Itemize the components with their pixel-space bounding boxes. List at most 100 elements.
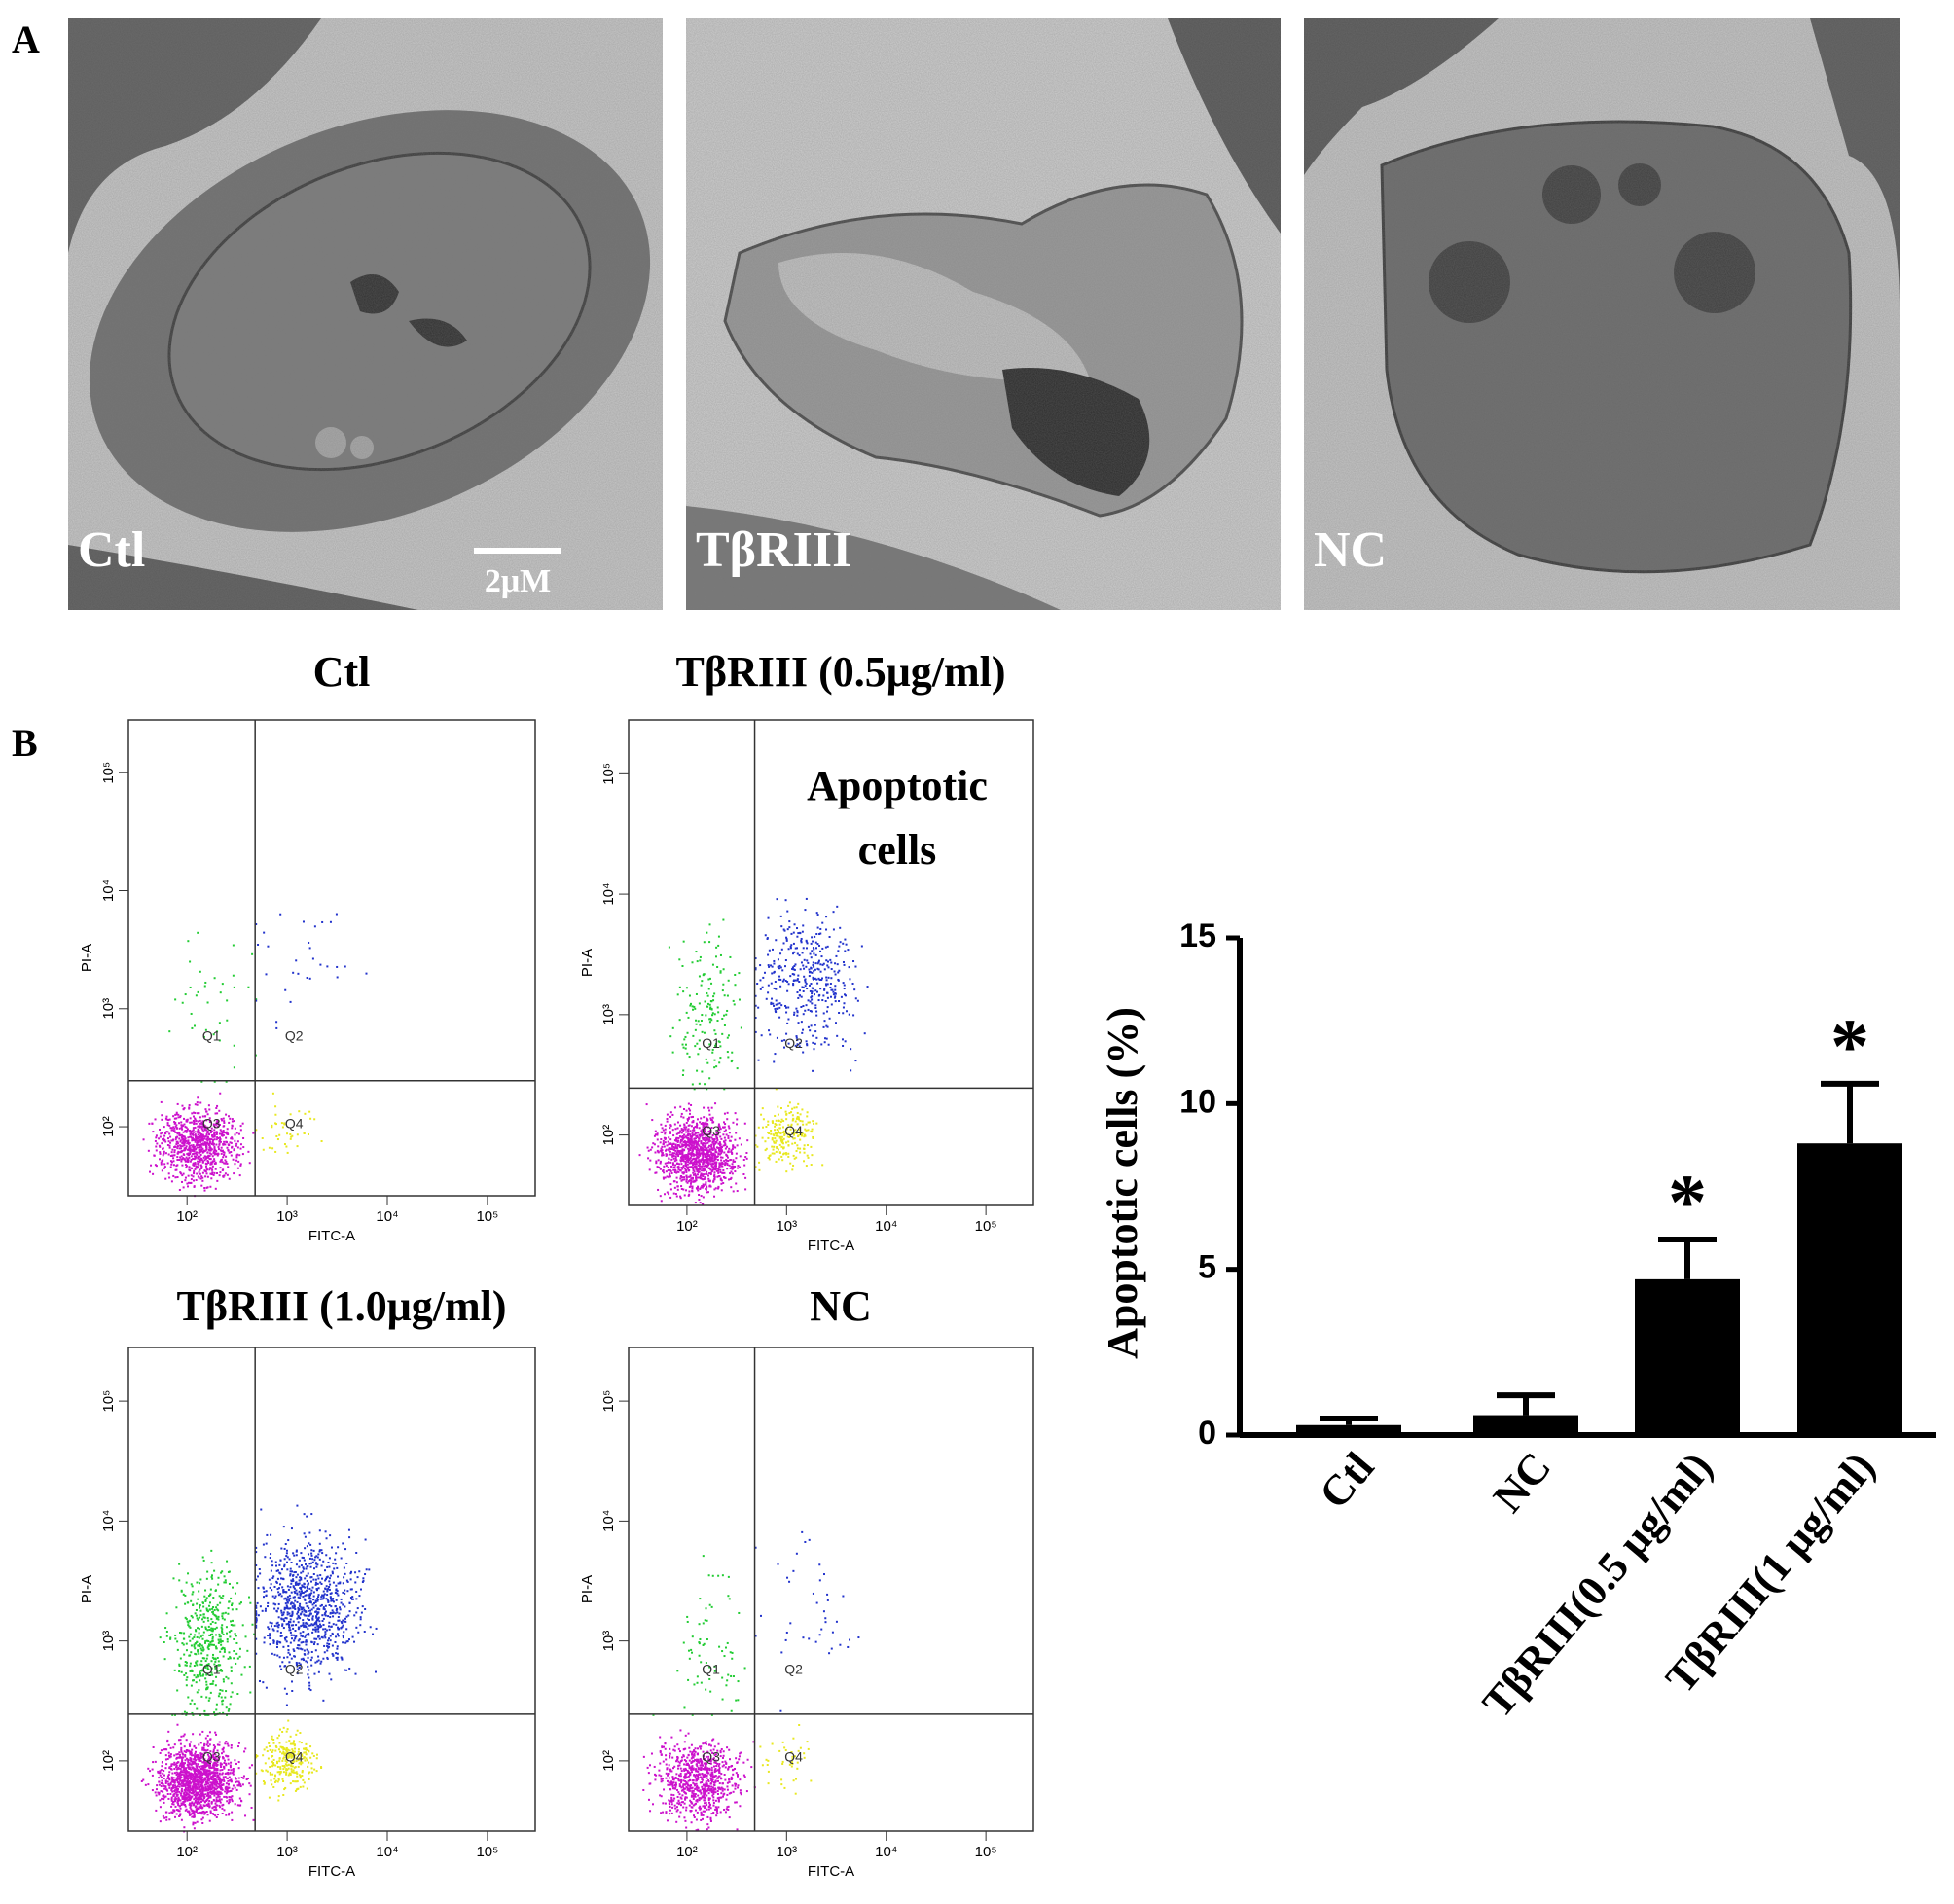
event-dot [208,1697,211,1700]
event-dot [207,1645,210,1648]
event-dot [715,1132,718,1134]
event-dot [701,1134,704,1137]
event-dot [232,1624,235,1627]
event-dot [840,995,843,998]
event-dot [793,968,796,971]
event-dot [188,1156,191,1159]
event-dot [219,1689,222,1692]
event-dot [764,1149,767,1152]
event-dot [220,1696,223,1699]
event-dot [177,1767,180,1770]
event-dot [231,1811,234,1814]
event-dot [662,1129,665,1132]
event-dot [214,1628,217,1631]
event-dot [275,1641,278,1644]
event-dot [680,1150,683,1153]
event-dot [201,1674,204,1677]
event-dot [353,1614,356,1617]
event-dot [295,959,298,962]
event-dot [691,1083,694,1086]
event-dot [768,949,771,952]
event-dot [303,1613,306,1616]
event-dot [826,1025,829,1028]
event-dot [726,1168,729,1170]
event-dot [255,1563,258,1566]
event-dot [227,1779,230,1782]
event-dot [313,1637,316,1640]
event-dot [682,1130,685,1132]
event-dot [649,1159,652,1162]
event-dot [206,1186,209,1189]
event-dot [168,1124,171,1127]
event-dot [710,1164,713,1167]
event-dot [674,1143,677,1146]
event-dot [800,939,803,942]
event-dot [200,1813,203,1815]
event-dot [290,1591,293,1594]
event-dot [173,1781,176,1784]
event-dot [166,1775,169,1778]
event-dot [694,1202,697,1204]
event-dot [804,1134,807,1137]
event-dot [679,1130,682,1132]
event-dot [692,1140,695,1143]
event-dot [822,1025,825,1028]
event-dot [185,1581,188,1584]
event-dot [315,1616,318,1619]
event-dot [300,1641,303,1644]
event-dot [678,986,681,988]
event-dot [280,1577,283,1580]
event-dot [285,1555,288,1558]
event-dot [356,1576,359,1579]
event-dot [210,1574,213,1577]
event-dot [754,1144,757,1147]
event-dot [696,1168,699,1171]
event-dot [282,1611,285,1614]
event-dot [726,1164,729,1167]
event-dot [705,1153,707,1156]
event-dot [699,1187,702,1190]
event-dot [728,1147,731,1150]
event-dot [704,1176,706,1179]
event-dot [292,1586,295,1589]
event-dot [184,1179,187,1182]
event-dot [160,1100,163,1103]
event-dot [699,1146,702,1149]
event-dot [180,1670,183,1673]
event-dot [310,1580,313,1583]
event-dot [723,1121,726,1124]
event-dot [309,1609,312,1612]
event-dot [203,985,206,988]
event-dot [199,1604,201,1607]
event-dot [675,1151,678,1154]
event-dot [852,1014,855,1017]
event-dot [802,987,805,989]
event-dot [214,1731,217,1734]
event-dot [739,1155,742,1158]
event-dot [255,1613,258,1616]
event-dot [713,992,716,995]
event-dot [791,1114,794,1117]
event-dot [221,1150,224,1153]
event-dot [761,1136,764,1139]
event-dot [222,1117,225,1120]
event-dot [296,1672,299,1675]
event-dot [671,1051,674,1054]
event-dot [192,1679,195,1682]
event-dot [213,1663,216,1666]
event-dot [661,1152,664,1155]
event-dot [294,1570,297,1573]
event-dot [204,1158,207,1161]
event-dot [216,1777,219,1779]
event-dot [337,1582,340,1585]
event-dot [189,1626,192,1629]
event-dot [728,1132,731,1134]
event-dot [773,1134,776,1137]
event-dot [679,1177,682,1180]
event-dot [328,1621,331,1624]
event-dot [796,952,799,955]
event-dot [294,1592,297,1595]
event-dot [211,1682,214,1685]
event-dot [190,1599,193,1602]
event-dot [187,1771,190,1774]
